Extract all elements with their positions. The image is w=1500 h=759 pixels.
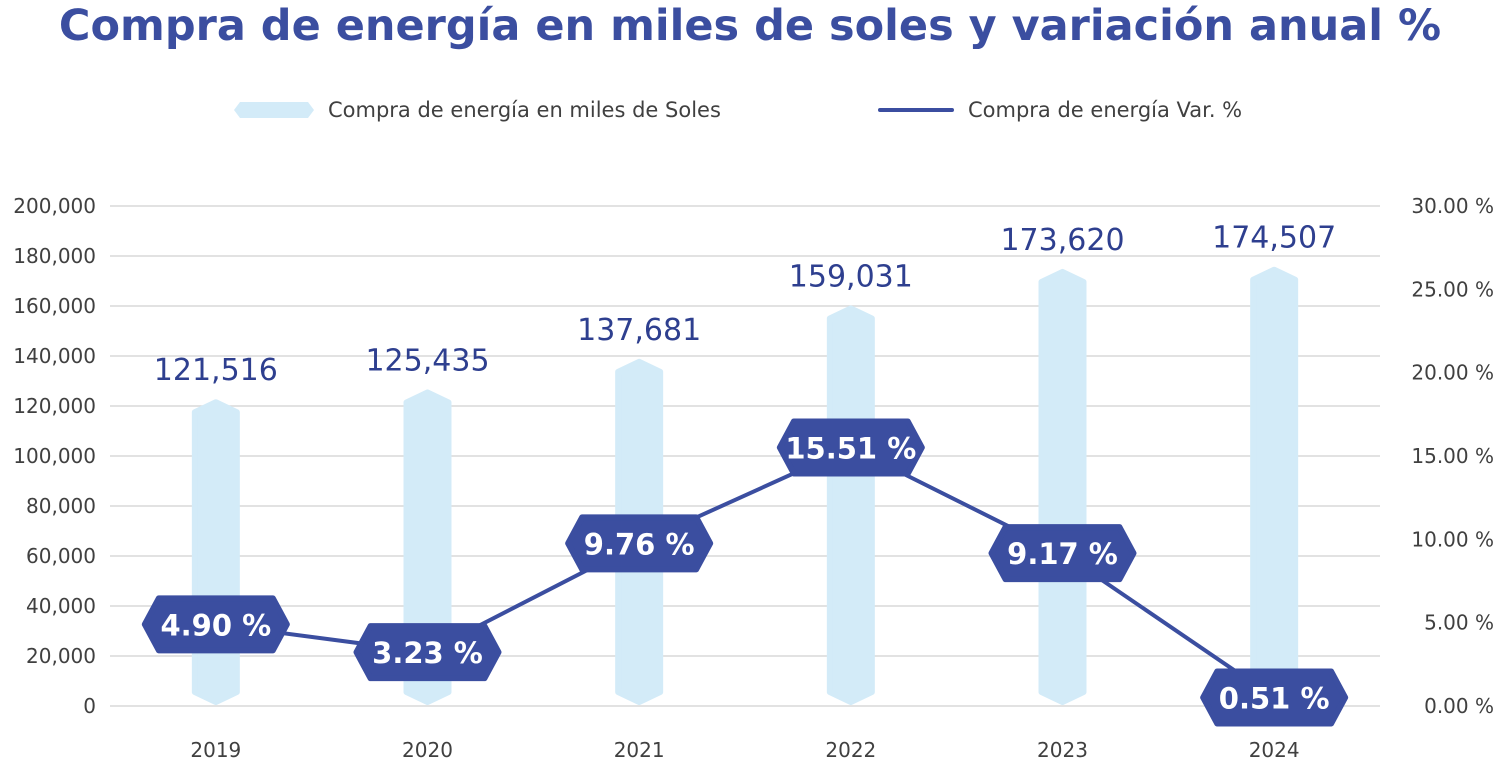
left-tick-label: 0 [83,694,96,718]
line-value-label: 9.17 % [1007,537,1118,571]
bar [826,305,875,705]
left-tick-label: 40,000 [26,594,96,618]
legend-line-swatch [878,108,954,112]
right-tick-label: 20.00 % [1411,361,1494,385]
x-axis: 2019 2020 2021 2022 2023 2024 [190,738,1299,759]
bar [191,399,240,705]
line-point-badge [988,524,1137,583]
bar-value-label: 125,435 [365,343,489,378]
left-tick-label: 20,000 [26,644,96,668]
right-tick-label: 0.00 % [1424,694,1494,718]
left-tick-label: 60,000 [26,544,96,568]
bar-series [191,266,1299,705]
chart-title: Compra de energía en miles de soles y va… [58,1,1442,51]
left-tick-label: 180,000 [13,244,96,268]
line-point-badge [1200,668,1349,727]
left-tick-label: 80,000 [26,494,96,518]
bar-value-label: 174,507 [1212,221,1336,256]
bar-value-labels: 121,516 125,435 137,681 159,031 173,620 174,5… [154,221,1336,388]
line-value-label: 15.51 % [785,432,916,466]
line-value-labels: 4.90 % 3.23 % 9.76 % 15.51 % 9.17 % 0.51 % [141,418,1349,727]
left-tick-label: 100,000 [13,444,96,468]
line-point-badge [565,514,714,573]
x-tick-label: 2024 [1249,738,1300,759]
x-tick-label: 2020 [402,738,453,759]
gridlines [110,205,1380,707]
x-tick-label: 2023 [1037,738,1088,759]
legend: Compra de energía en miles de Soles Comp… [0,90,1500,130]
line-point-badge [141,595,290,654]
legend-item-line: Compra de energía Var. % [878,90,1242,130]
right-tick-label: 25.00 % [1411,277,1494,301]
line-value-label: 4.90 % [160,608,271,642]
left-tick-label: 160,000 [13,294,96,318]
line-value-label: 3.23 % [372,636,483,670]
bar-value-label: 173,620 [1000,223,1124,258]
right-tick-label: 15.00 % [1411,444,1494,468]
right-tick-label: 10.00 % [1411,527,1494,551]
line-value-label: 9.76 % [584,527,695,561]
right-tick-label: 30.00 % [1411,194,1494,218]
bar [1038,268,1087,705]
line-point-badge [776,418,925,477]
legend-bar-label: Compra de energía en miles de Soles [328,98,721,122]
line-value-label: 0.51 % [1219,682,1330,716]
left-tick-label: 140,000 [13,344,96,368]
left-tick-label: 120,000 [13,394,96,418]
right-axis: 0.00 % 5.00 % 10.00 % 15.00 % 20.00 % 25.00 %… [1411,194,1494,718]
left-tick-label: 200,000 [13,194,96,218]
x-tick-label: 2021 [614,738,665,759]
legend-bar-swatch [234,102,314,118]
bar-value-label: 121,516 [154,353,278,388]
legend-line-label: Compra de energía Var. % [968,98,1243,122]
x-tick-label: 2022 [825,738,876,759]
left-axis: 0 20,000 40,000 60,000 80,000 100,000 120,000 1… [13,194,96,718]
bar-value-label: 159,031 [789,259,913,294]
bar [1250,266,1299,705]
right-tick-label: 5.00 % [1424,611,1494,635]
legend-item-bar: Compra de energía en miles de Soles [234,90,721,130]
bar-value-label: 137,681 [577,313,701,348]
line-point-badge [353,623,502,682]
x-tick-label: 2019 [190,738,241,759]
